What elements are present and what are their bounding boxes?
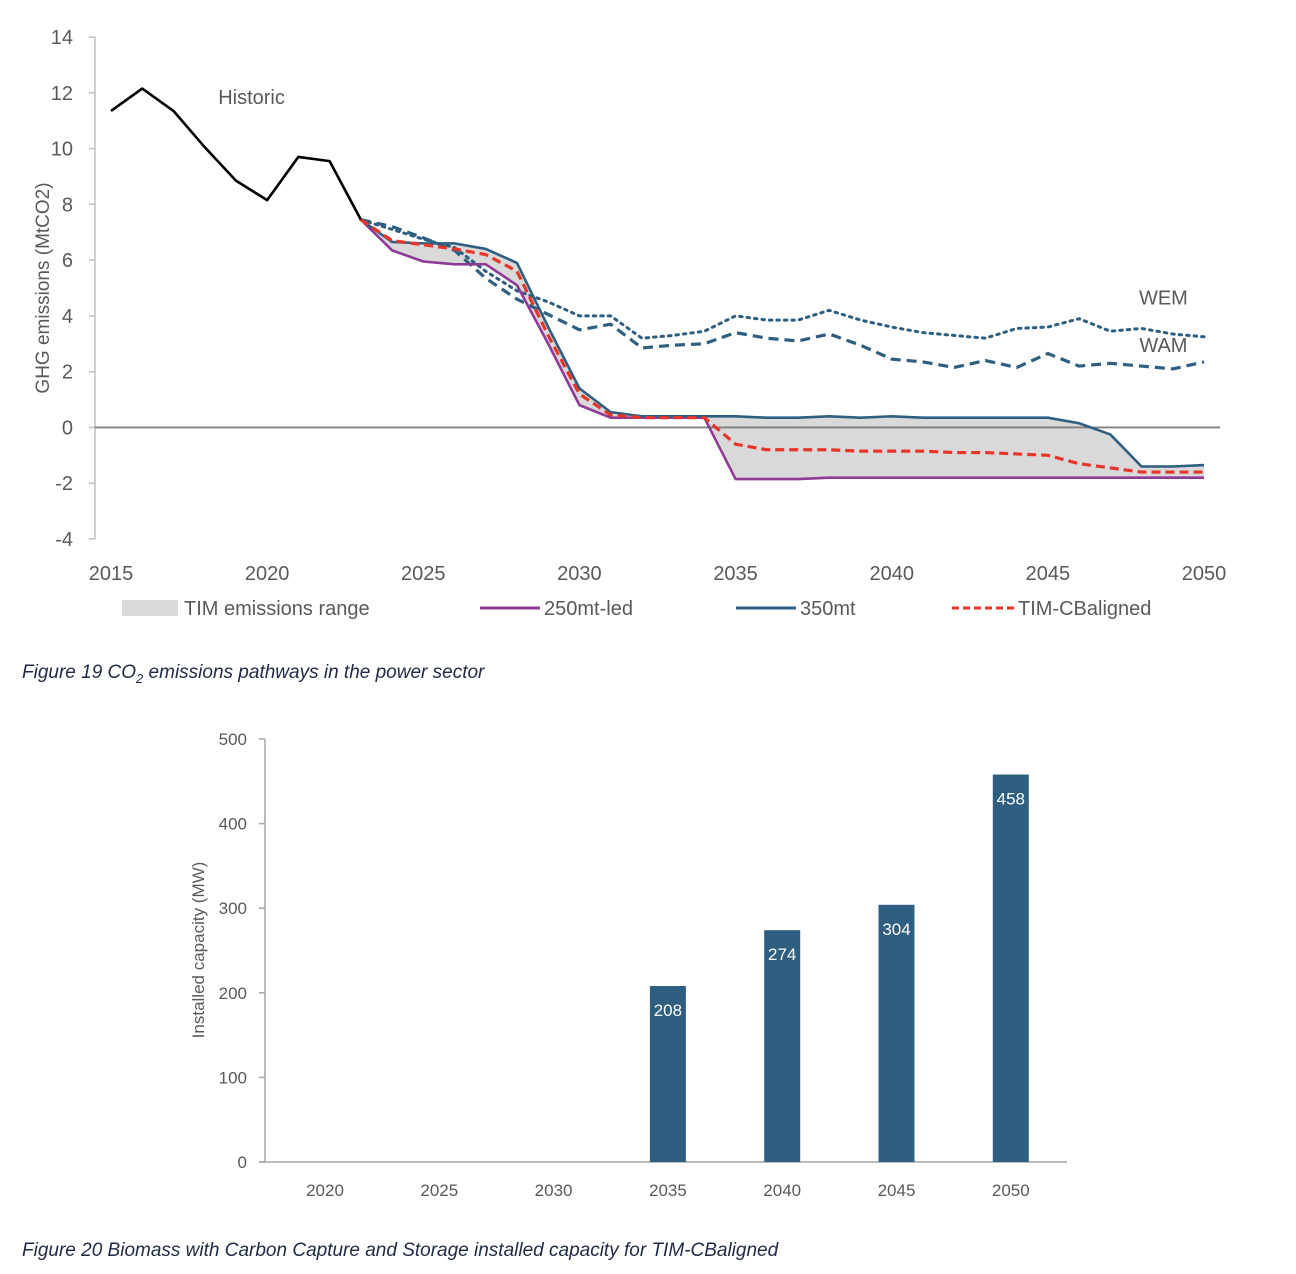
figure-19-caption: Figure 19 CO2 emissions pathways in the … bbox=[22, 662, 484, 686]
data-label-2040: 274 bbox=[768, 945, 796, 964]
bar-2040 bbox=[764, 930, 801, 1162]
series-line-mt350 bbox=[360, 218, 1205, 468]
chart2-y-axis-label: Installed capacity (MW) bbox=[189, 862, 208, 1039]
emissions-pathways-chart: -4 -2 0 2 4 6 8 10 12 14 2015 2020 2025 2030 2035 2040 2… bbox=[33, 27, 1227, 620]
bar-2035 bbox=[649, 986, 686, 1162]
y-tick-label: 200 bbox=[219, 984, 247, 1003]
bar-2050 bbox=[992, 774, 1029, 1162]
y-tick-label: 0 bbox=[238, 1153, 247, 1172]
x-tick-label: 2035 bbox=[713, 563, 758, 585]
legend-label: 250mt-led bbox=[544, 598, 633, 620]
y-tick-label: 400 bbox=[219, 815, 247, 834]
tim-emissions-range bbox=[360, 219, 1204, 480]
y-tick-label: 12 bbox=[51, 83, 73, 105]
y-tick-label: -2 bbox=[55, 473, 73, 495]
series-line-led250 bbox=[359, 218, 1204, 481]
chart1-legend: TIM emissions range 250mt-led 350mt TIM-CBa… bbox=[122, 598, 1151, 620]
chart2-axes: 0 100 200 300 400 500 2020 2025 2030 2035 2040 2045… bbox=[219, 730, 1067, 1200]
data-label-2050: 458 bbox=[997, 790, 1025, 809]
legend-item-mt350: 350mt bbox=[736, 598, 856, 620]
x-tick-label: 2040 bbox=[763, 1181, 801, 1200]
legend-swatch bbox=[122, 600, 178, 616]
y-tick-label: 100 bbox=[219, 1068, 247, 1087]
y-tick-label: 6 bbox=[62, 250, 73, 272]
y-tick-label: 500 bbox=[219, 730, 247, 749]
y-tick-label: 300 bbox=[219, 899, 247, 918]
y-tick-label: 10 bbox=[51, 139, 73, 161]
chart1-annotations: Historic WEM WAM bbox=[218, 87, 1188, 357]
series-line-cbaligned bbox=[359, 218, 1204, 474]
x-tick-label: 2025 bbox=[401, 563, 446, 585]
bar-2045 bbox=[878, 904, 915, 1162]
y-tick-label: 14 bbox=[51, 27, 73, 49]
y-tick-label: 2 bbox=[62, 362, 73, 384]
chart2-bars: 208 274 304 458 bbox=[649, 774, 1029, 1162]
legend-item-cbaligned: TIM-CBaligned bbox=[952, 598, 1151, 620]
x-tick-label: 2030 bbox=[557, 563, 602, 585]
y-tick-label: 8 bbox=[62, 194, 73, 216]
x-tick-label: 2030 bbox=[535, 1181, 573, 1200]
x-tick-label: 2050 bbox=[1182, 563, 1227, 585]
figure-20-caption: Figure 20 Biomass with Carbon Capture an… bbox=[22, 1240, 779, 1261]
x-tick-label: 2020 bbox=[245, 563, 290, 585]
x-tick-label: 2040 bbox=[869, 563, 914, 585]
caption-subscript: 2 bbox=[136, 670, 144, 686]
x-tick-label: 2045 bbox=[878, 1181, 916, 1200]
annotation-historic: Historic bbox=[218, 87, 285, 109]
data-label-2045: 304 bbox=[882, 920, 910, 939]
caption-text: emissions pathways in the power sector bbox=[143, 662, 485, 683]
legend-label: 350mt bbox=[800, 598, 856, 620]
x-tick-label: 2025 bbox=[420, 1181, 458, 1200]
legend-item-led250: 250mt-led bbox=[480, 598, 633, 620]
x-tick-label: 2035 bbox=[649, 1181, 687, 1200]
x-tick-label: 2015 bbox=[89, 563, 134, 585]
annotation-wam: WAM bbox=[1139, 335, 1187, 357]
annotation-wem: WEM bbox=[1139, 288, 1188, 310]
legend-item-range: TIM emissions range bbox=[122, 598, 370, 620]
y-tick-label: 4 bbox=[62, 306, 73, 328]
chart1-series bbox=[110, 87, 1206, 481]
y-tick-label: 0 bbox=[62, 417, 73, 439]
x-tick-label: 2045 bbox=[1026, 563, 1071, 585]
series-line-wem bbox=[359, 218, 1206, 340]
x-tick-label: 2050 bbox=[992, 1181, 1030, 1200]
caption-text: Figure 19 CO bbox=[22, 662, 137, 683]
legend-label: TIM emissions range bbox=[184, 598, 370, 620]
series-line-historic bbox=[110, 87, 362, 221]
y-tick-label: -4 bbox=[55, 529, 73, 551]
x-tick-label: 2020 bbox=[306, 1181, 344, 1200]
chart1-axes: -4 -2 0 2 4 6 8 10 12 14 2015 2020 2025 2030 2035 2040 2… bbox=[51, 27, 1227, 585]
data-label-2035: 208 bbox=[654, 1001, 682, 1020]
chart1-y-axis-label: GHG emissions (MtCO2) bbox=[33, 182, 54, 393]
tim-emissions-range-area bbox=[360, 219, 1204, 480]
legend-label: TIM-CBaligned bbox=[1018, 598, 1151, 620]
series-line-wam bbox=[360, 218, 1205, 371]
